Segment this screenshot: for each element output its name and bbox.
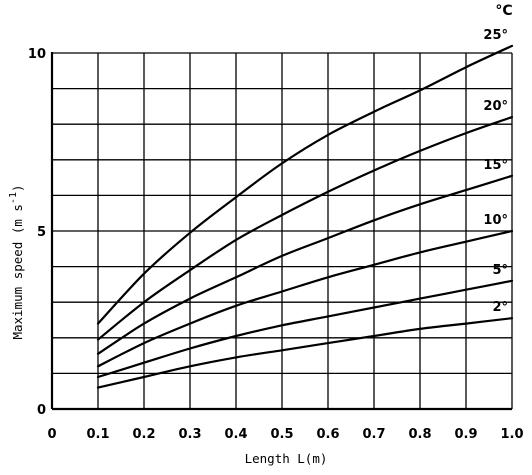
x-tick-label: 0.4 [224, 427, 247, 442]
y-tick-label: 5 [37, 225, 46, 240]
y-axis-title-group: Maximum speed (m s-1) [8, 184, 25, 339]
x-axis-title: Length L(m) [245, 451, 328, 466]
series-label: 25° [483, 28, 508, 43]
series-line [96, 279, 514, 379]
y-axis-title-exponent: -1 [8, 192, 19, 204]
x-tick-label: 0.8 [408, 427, 431, 442]
series-label: 2° [492, 300, 508, 315]
y-axis-title: Maximum speed (m s-1) [8, 184, 25, 339]
x-tick-label: 0.1 [86, 427, 109, 442]
series-label: 15° [483, 158, 508, 173]
x-tick-label: 0.9 [454, 427, 477, 442]
series-label: 5° [492, 263, 508, 278]
series-label: 20° [483, 99, 508, 114]
series-line [96, 229, 514, 368]
x-tick-label: 0.6 [316, 427, 339, 442]
series-line [96, 116, 514, 341]
series-line [96, 44, 514, 325]
series-line [96, 317, 514, 389]
x-tick-label: 0.7 [362, 427, 385, 442]
y-axis-title-main: Maximum speed (m s [10, 204, 25, 339]
x-tick-label: 0.3 [178, 427, 201, 442]
y-axis-title-close: ) [10, 184, 25, 192]
grid [52, 52, 513, 409]
x-tick-label: 0.5 [270, 427, 293, 442]
series-lines [96, 44, 514, 389]
series-line [96, 174, 514, 355]
x-tick-label: 0 [47, 427, 56, 442]
y-tick-label: 0 [37, 403, 46, 418]
labels: 0 0.1 0.2 0.3 0.4 0.5 0.6 0.7 0.8 0.9 1.0 0 5 10 2° 5° 1… [28, 28, 524, 442]
y-tick-label: 10 [28, 47, 46, 62]
series-unit-label: °C [495, 3, 512, 19]
x-tick-label: 1.0 [500, 427, 523, 442]
axes [50, 52, 512, 411]
x-tick-label: 0.2 [132, 427, 155, 442]
series-label: 10° [483, 213, 508, 228]
